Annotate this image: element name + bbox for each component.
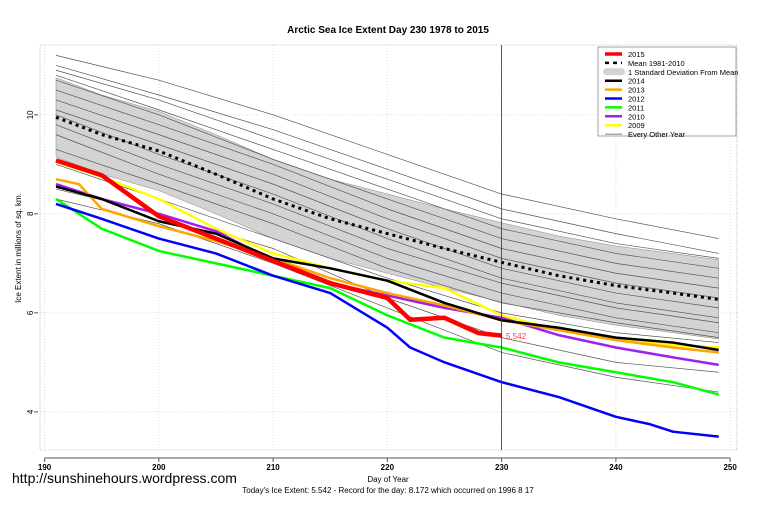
other-year-line — [55, 89, 719, 289]
other-year-line — [55, 79, 719, 279]
legend-label: 1 Standard Deviation From Mean — [628, 68, 738, 77]
legend-label: 2013 — [628, 86, 645, 95]
series-line-2013 — [55, 177, 719, 354]
legend-label: 2011 — [628, 103, 644, 112]
y-tick-label: 10 — [26, 110, 35, 119]
series-line-mean-1981-2010 — [55, 115, 719, 301]
x-tick-label: 240 — [609, 463, 623, 472]
x-tick-label: 200 — [152, 463, 166, 472]
series-group — [55, 115, 720, 438]
series-line-2012 — [55, 202, 719, 438]
current-value-label: 5.542 — [506, 332, 527, 341]
other-year-line — [55, 124, 719, 324]
legend-label: 2010 — [628, 112, 645, 121]
x-tick-label: 220 — [381, 463, 395, 472]
other-year-line — [55, 109, 719, 309]
x-tick-label: 210 — [266, 463, 280, 472]
legend-label: 2012 — [628, 95, 645, 104]
legend-label: Mean 1981-2010 — [628, 59, 685, 68]
legend-swatch — [603, 68, 625, 76]
legend-label: 2014 — [628, 77, 645, 86]
x-tick-label: 230 — [495, 463, 509, 472]
other-year-line — [55, 55, 719, 239]
other-year-line — [55, 149, 719, 338]
legend-label: 2009 — [628, 121, 645, 130]
y-tick-label: 6 — [26, 310, 35, 315]
series-line-2014 — [55, 185, 719, 352]
series-line-2015 — [55, 158, 502, 338]
y-axis-label: Ice Extent in millions of sq. km. — [14, 193, 23, 303]
x-axis-label: Day of Year — [367, 475, 409, 484]
y-tick-label: 4 — [26, 409, 35, 414]
series-line-2011 — [55, 197, 720, 396]
other-year-line — [55, 198, 719, 393]
other-year-line — [55, 134, 719, 334]
legend-label: Every Other Year — [628, 130, 686, 139]
axes: 190 200 210 220 230 240 250 4 6 8 10 — [26, 44, 738, 472]
subtitle: Today's Ice Extent: 5.542 - Record for t… — [242, 486, 534, 495]
plot-border — [39, 44, 738, 451]
legend-label: 2015 — [628, 50, 645, 59]
y-tick-label: 8 — [26, 211, 35, 216]
x-tick-label: 190 — [38, 463, 52, 472]
other-year-line — [55, 69, 719, 259]
x-tick-label: 250 — [723, 463, 737, 472]
other-year-line — [55, 64, 719, 254]
other-year-line — [55, 99, 719, 299]
other-year-line — [55, 114, 719, 319]
chart-title: Arctic Sea Ice Extent Day 230 1978 to 20… — [287, 25, 489, 36]
watermark-url: http://sunshinehours.wordpress.com — [12, 470, 237, 486]
other-year-line — [55, 74, 719, 269]
